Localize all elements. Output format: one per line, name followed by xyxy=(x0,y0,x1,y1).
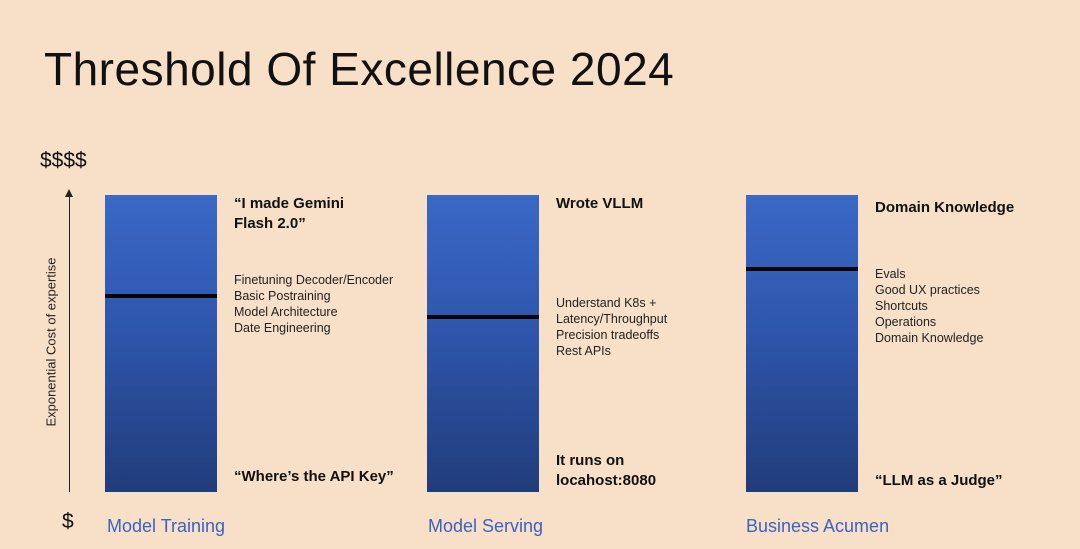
top-text: “I made Gemini Flash 2.0” xyxy=(234,194,344,234)
slide-title: Threshold Of Excellence 2024 xyxy=(44,43,675,95)
bar-model-training xyxy=(105,195,217,492)
axis-bottom-label: $ xyxy=(62,510,74,533)
threshold-items: Evals Good UX practices Shortcuts Operat… xyxy=(875,266,983,346)
bar-business-acumen xyxy=(746,195,858,492)
threshold-item: Date Engineering xyxy=(234,321,331,335)
axis-line xyxy=(69,196,70,492)
category-label: Business Acumen xyxy=(746,516,890,536)
threshold-item: Good UX practices xyxy=(875,283,980,297)
top-text-line: Wrote VLLM xyxy=(556,195,644,212)
top-text-line: Domain Knowledge xyxy=(875,199,1015,216)
bottom-text-line: “LLM as a Judge” xyxy=(875,472,1003,489)
bottom-text: It runs on locahost:8080 xyxy=(556,451,656,491)
threshold-item: Model Architecture xyxy=(234,305,338,319)
threshold-item: Latency/Throughput xyxy=(556,312,668,326)
threshold-item: Domain Knowledge xyxy=(875,331,984,345)
threshold-items: Finetuning Decoder/Encoder Basic Postrai… xyxy=(234,272,393,336)
top-text: Wrote VLLM xyxy=(556,194,643,214)
threshold-item: Precision tradeoffs xyxy=(556,328,660,342)
threshold-line xyxy=(746,267,858,272)
top-text-line: “I made Gemini xyxy=(234,195,345,212)
bottom-text-line: “Where’s the API Key” xyxy=(234,468,394,485)
top-text: Domain Knowledge xyxy=(875,198,1014,218)
bottom-text: “LLM as a Judge” xyxy=(875,471,1003,491)
bottom-text-line: locahost:8080 xyxy=(556,472,657,489)
bar-model-serving xyxy=(427,195,539,492)
axis-top-label: $$$$ xyxy=(40,149,87,172)
threshold-item: Understand K8s + xyxy=(556,296,657,310)
threshold-item: Shortcuts xyxy=(875,299,928,313)
bottom-text-line: It runs on xyxy=(556,452,625,469)
threshold-item: Evals xyxy=(875,267,906,281)
bottom-text: “Where’s the API Key” xyxy=(234,467,394,487)
threshold-item: Rest APIs xyxy=(556,344,611,358)
threshold-item: Operations xyxy=(875,315,937,329)
category-label: Model Training xyxy=(107,516,226,536)
threshold-item: Basic Postraining xyxy=(234,289,331,303)
threshold-line xyxy=(105,293,217,298)
threshold-items: Understand K8s + Latency/Throughput Prec… xyxy=(556,295,667,359)
axis-arrow-icon xyxy=(65,189,73,197)
threshold-item: Finetuning Decoder/Encoder xyxy=(234,273,394,287)
top-text-line: Flash 2.0” xyxy=(234,215,306,232)
threshold-line xyxy=(427,314,539,319)
category-label: Model Serving xyxy=(428,516,544,536)
axis-label: Exponential Cost of expertise xyxy=(43,257,59,427)
